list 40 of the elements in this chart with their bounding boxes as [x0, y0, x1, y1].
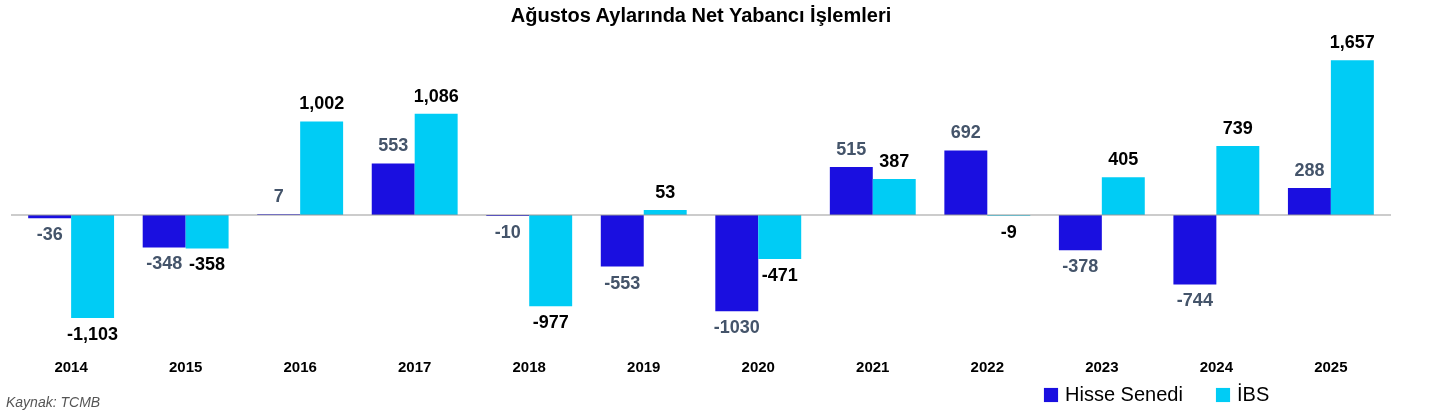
data-label: 515	[836, 138, 867, 159]
data-label: 553	[378, 135, 409, 156]
data-label: -1,103	[67, 323, 119, 344]
data-label: -9	[1000, 221, 1017, 242]
data-label: -358	[189, 254, 226, 275]
data-label: -977	[532, 312, 569, 333]
x-tick-label: 2015	[168, 357, 203, 375]
data-label: 405	[1108, 149, 1139, 170]
data-label: -10	[494, 221, 521, 242]
x-tick-label: 2020	[741, 357, 775, 375]
x-tick-label: 2019	[627, 357, 661, 375]
legend-label: İBS	[1237, 383, 1270, 405]
data-label: -348	[146, 253, 183, 274]
x-tick-label: 2025	[1314, 357, 1348, 375]
data-label: -1030	[713, 317, 760, 338]
x-tick-label: 2014	[54, 357, 89, 375]
data-label: -553	[604, 272, 641, 293]
x-tick-label: 2016	[283, 357, 317, 375]
data-label: 387	[879, 150, 910, 171]
data-label: -36	[36, 224, 63, 245]
data-label: 692	[950, 122, 981, 143]
data-label: -378	[1062, 256, 1099, 277]
data-label: 739	[1222, 118, 1253, 139]
data-label: 1,086	[413, 85, 459, 106]
data-label: 7	[273, 186, 284, 207]
data-label: 288	[1294, 160, 1325, 181]
x-tick-label: 2017	[398, 357, 432, 375]
text: Kaynak: TCMB	[6, 394, 101, 410]
x-tick-label: 2018	[512, 357, 546, 375]
data-label: -744	[1176, 290, 1213, 311]
x-tick-label: 2023	[1085, 357, 1119, 375]
legend-label: Hisse Senedi	[1065, 383, 1183, 405]
chart-title: Ağustos Aylarında Net Yabancı İşlemleri	[510, 4, 892, 27]
x-tick-label: 2024	[1199, 357, 1234, 375]
data-label: -471	[761, 264, 798, 285]
data-label: 1,002	[299, 93, 345, 114]
x-tick-label: 2022	[970, 357, 1004, 375]
x-tick-label: 2021	[856, 357, 890, 375]
data-label: 53	[655, 182, 676, 203]
data-label: 1,657	[1329, 32, 1375, 53]
